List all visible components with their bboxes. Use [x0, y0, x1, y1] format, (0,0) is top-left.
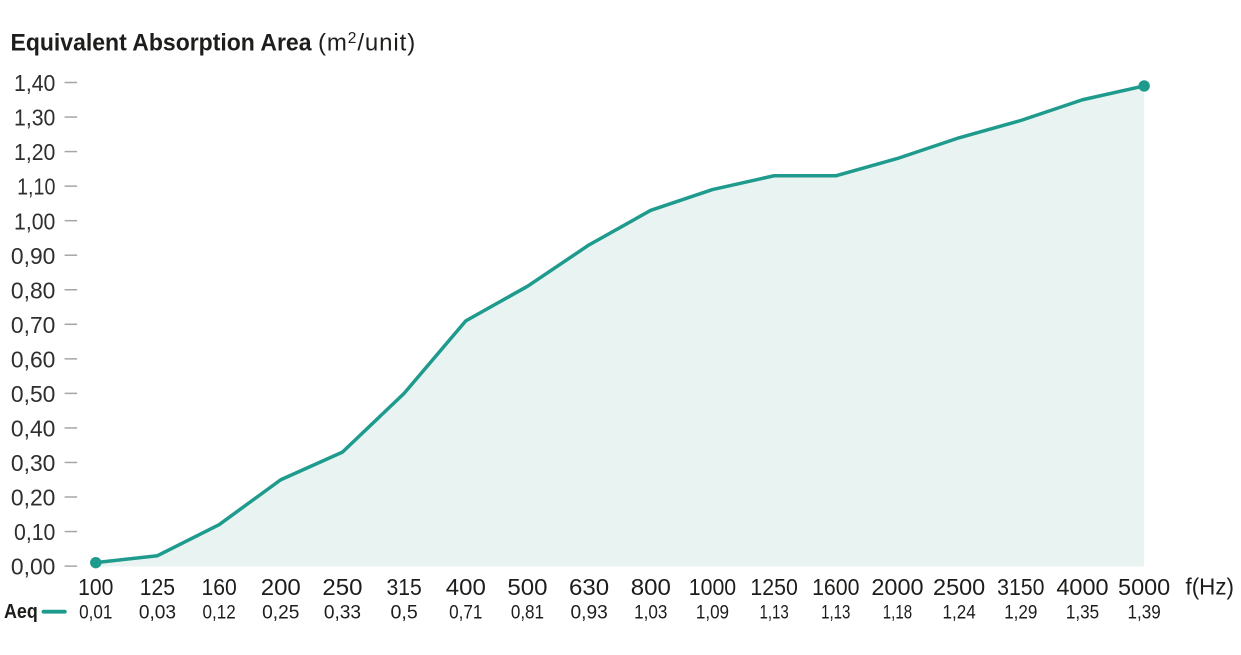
- svg-text:1,39: 1,39: [1128, 603, 1161, 624]
- svg-text:0,50: 0,50: [11, 381, 56, 407]
- svg-text:0,03: 0,03: [139, 603, 176, 624]
- svg-text:3150: 3150: [997, 574, 1044, 600]
- svg-text:1,09: 1,09: [696, 603, 729, 624]
- svg-text:0,00: 0,00: [11, 554, 56, 580]
- svg-text:4000: 4000: [1056, 574, 1108, 600]
- svg-text:0,80: 0,80: [11, 277, 56, 303]
- svg-text:0,60: 0,60: [11, 346, 56, 372]
- svg-text:0,40: 0,40: [11, 416, 56, 442]
- svg-text:0,71: 0,71: [449, 603, 482, 624]
- svg-text:1,20: 1,20: [14, 139, 55, 165]
- svg-text:1,40: 1,40: [14, 70, 55, 96]
- svg-text:1,10: 1,10: [17, 174, 55, 200]
- svg-text:0,10: 0,10: [14, 519, 55, 545]
- svg-text:1,35: 1,35: [1066, 603, 1099, 624]
- svg-text:200: 200: [261, 574, 301, 600]
- svg-text:1,18: 1,18: [883, 603, 912, 624]
- svg-text:250: 250: [322, 574, 362, 600]
- svg-text:0,20: 0,20: [11, 485, 56, 511]
- svg-text:400: 400: [446, 574, 486, 600]
- svg-text:0,81: 0,81: [511, 603, 544, 624]
- svg-text:1,03: 1,03: [634, 603, 667, 624]
- svg-text:0,93: 0,93: [571, 603, 608, 624]
- svg-text:1,29: 1,29: [1004, 603, 1037, 624]
- svg-text:0,30: 0,30: [11, 450, 56, 476]
- svg-text:5000: 5000: [1118, 574, 1170, 600]
- svg-text:0,25: 0,25: [262, 603, 299, 624]
- svg-text:Equivalent Absorption Area: Equivalent Absorption Area: [11, 30, 313, 57]
- svg-text:Aeq: Aeq: [4, 601, 38, 623]
- svg-text:0,12: 0,12: [202, 603, 235, 624]
- svg-text:0,33: 0,33: [324, 603, 361, 624]
- svg-text:2000: 2000: [871, 574, 923, 600]
- svg-text:100: 100: [78, 574, 113, 600]
- svg-text:160: 160: [201, 574, 236, 600]
- svg-text:125: 125: [140, 574, 175, 600]
- svg-text:1000: 1000: [689, 574, 736, 600]
- svg-text:1,13: 1,13: [759, 603, 788, 624]
- svg-text:1,30: 1,30: [14, 105, 55, 131]
- svg-text:1,24: 1,24: [943, 603, 976, 624]
- svg-text:0,01: 0,01: [79, 603, 112, 624]
- svg-text:800: 800: [631, 574, 671, 600]
- svg-text:1,13: 1,13: [821, 603, 850, 624]
- svg-text:630: 630: [569, 574, 609, 600]
- svg-text:0,90: 0,90: [11, 243, 56, 269]
- svg-text:500: 500: [507, 574, 547, 600]
- svg-text:1250: 1250: [750, 574, 797, 600]
- svg-text:2500: 2500: [933, 574, 985, 600]
- svg-text:315: 315: [386, 574, 421, 600]
- svg-text:1,00: 1,00: [14, 208, 55, 234]
- svg-text:1600: 1600: [812, 574, 859, 600]
- svg-text:f(Hz): f(Hz): [1186, 573, 1235, 599]
- svg-text:(m2/unit): (m2/unit): [318, 30, 416, 57]
- svg-text:0,5: 0,5: [391, 603, 418, 624]
- svg-text:0,70: 0,70: [11, 312, 56, 338]
